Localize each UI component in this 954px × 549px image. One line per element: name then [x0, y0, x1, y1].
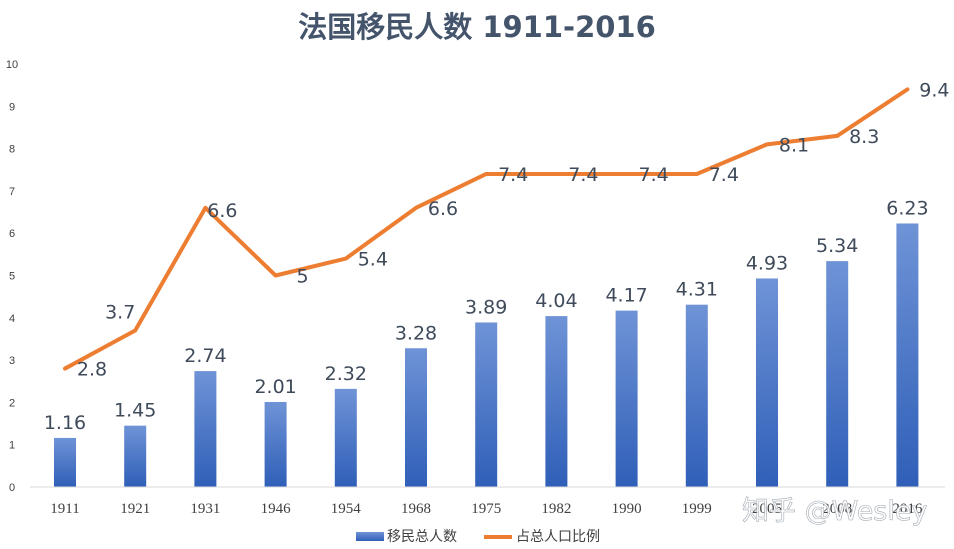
bar-value-label: 5.34 [816, 235, 858, 257]
y-tick-label: 4 [9, 313, 15, 325]
watermark-text: 知乎 @Wesley [742, 496, 927, 527]
bar-1911 [54, 437, 76, 487]
y-tick-label: 9 [9, 101, 15, 113]
line-value-label: 7.4 [709, 164, 739, 186]
line-value-label: 2.8 [77, 359, 107, 381]
bar-value-label: 4.93 [746, 252, 788, 274]
y-tick-label: 8 [9, 144, 15, 156]
line-value-label: 5.4 [358, 249, 388, 271]
chart-title: 法国移民人数 1911-2016 [298, 10, 656, 44]
bar-series [54, 223, 919, 487]
line-value-label: 7.4 [568, 164, 598, 186]
line-value-label: 3.7 [105, 301, 135, 323]
x-tick-label: 2016 [892, 501, 923, 517]
bar-value-label: 4.31 [676, 279, 718, 301]
bar-2008 [826, 261, 849, 487]
bar-1954 [334, 388, 357, 487]
bar-1982 [545, 316, 568, 487]
x-tick-label: 2008 [822, 501, 852, 517]
bar-value-label: 3.28 [395, 322, 437, 344]
x-tick-label: 1931 [190, 501, 220, 517]
bar-value-label: 1.16 [44, 412, 86, 434]
x-tick-label: 1911 [50, 501, 79, 517]
y-tick-label: 5 [9, 271, 15, 283]
bar-2016 [896, 223, 919, 487]
y-axis: 0 1 2 3 4 5 6 7 8 9 10 [6, 59, 18, 494]
bar-1921 [124, 425, 147, 487]
line-series [63, 87, 910, 371]
line-value-label: 6.6 [428, 198, 458, 220]
line-value-label: 7.4 [638, 164, 668, 186]
data-labels: 1.16 1.45 2.74 2.01 2.32 3.28 3.89 4.04 4.17 4.31… [44, 79, 950, 434]
y-tick-label: 3 [9, 355, 15, 367]
x-tick-label: 1921 [120, 501, 150, 517]
line-value-label: 9.4 [919, 79, 949, 101]
line-value-label: 5 [297, 266, 309, 288]
legend-bar-swatch [356, 532, 384, 541]
y-tick-label: 1 [9, 440, 15, 452]
x-tick-label: 1946 [261, 501, 292, 517]
bar-1968 [405, 348, 427, 487]
y-tick-label: 10 [6, 59, 18, 71]
y-tick-label: 2 [9, 397, 15, 409]
x-tick-label: 1999 [682, 501, 712, 517]
bar-2005 [756, 278, 778, 487]
x-tick-label: 1982 [541, 501, 571, 517]
legend: 移民总人数 占总人口比例 [356, 529, 600, 545]
y-tick-label: 6 [9, 228, 15, 240]
x-tick-label: 1968 [401, 501, 431, 517]
legend-bar-label: 移民总人数 [387, 529, 457, 545]
x-tick-label: 1954 [331, 501, 362, 517]
bar-1931 [194, 371, 217, 487]
bar-value-label: 6.23 [886, 197, 928, 219]
x-tick-label: 1975 [471, 501, 501, 517]
line-value-label: 6.6 [207, 200, 237, 222]
legend-line-label: 占总人口比例 [516, 529, 600, 545]
bar-value-label: 2.32 [325, 363, 367, 385]
bar-value-label: 2.01 [254, 376, 296, 398]
line-value-label: 7.4 [498, 164, 528, 186]
bar-1999 [685, 304, 708, 487]
bar-1975 [475, 322, 498, 487]
line-value-label: 8.3 [849, 126, 879, 148]
y-tick-label: 0 [9, 482, 15, 494]
bar-1946 [264, 401, 287, 487]
bar-value-label: 3.89 [465, 296, 507, 318]
y-tick-label: 7 [9, 186, 15, 198]
bar-1990 [615, 310, 638, 487]
bar-value-label: 2.74 [184, 345, 226, 367]
line-value-label: 8.1 [779, 134, 809, 156]
x-tick-label: 1990 [612, 501, 642, 517]
x-axis: 1911 1921 1931 1946 1954 1968 1975 1982 1990 1999… [50, 501, 923, 517]
bar-value-label: 1.45 [114, 400, 156, 422]
x-tick-label: 2005 [752, 501, 782, 517]
bar-value-label: 4.04 [535, 290, 577, 312]
bar-value-label: 4.17 [605, 285, 647, 307]
